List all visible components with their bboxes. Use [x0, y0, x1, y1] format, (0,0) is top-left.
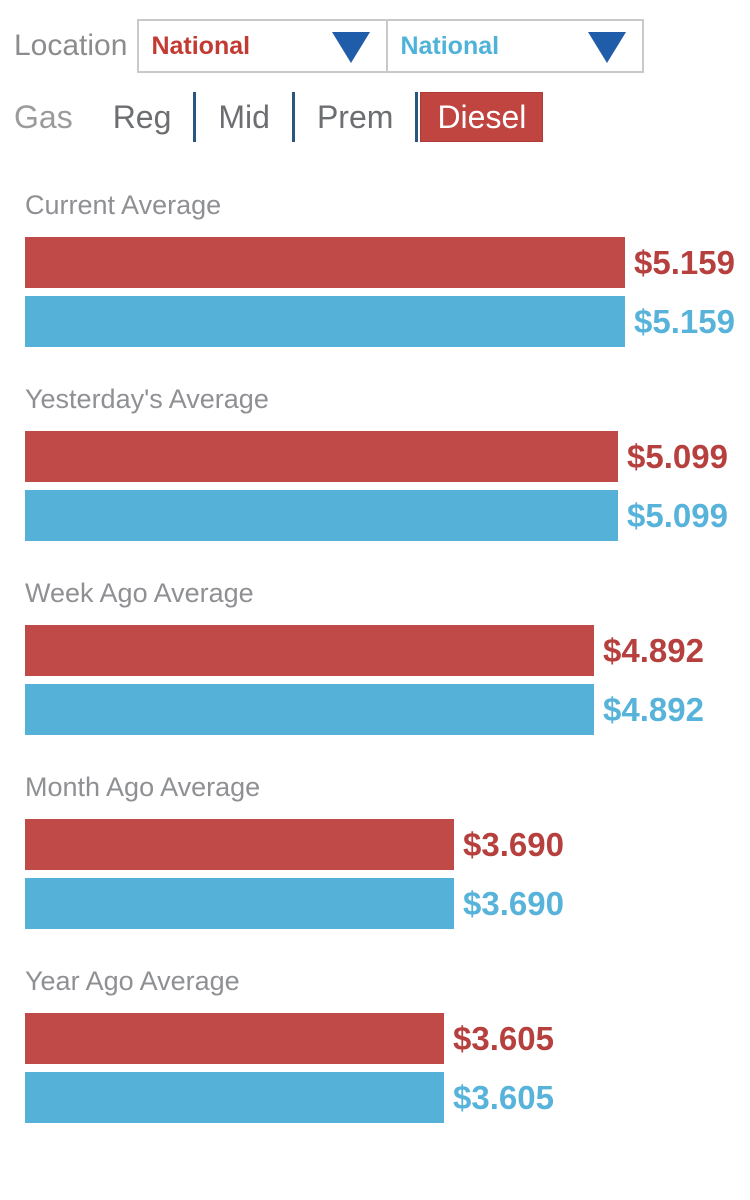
section-title: Week Ago Average: [25, 578, 254, 608]
fuel-label: Gas: [14, 98, 73, 135]
price-value-label: $5.099: [627, 496, 728, 534]
bar-row: $3.690: [25, 878, 750, 929]
price-value-label: $5.159: [634, 243, 735, 281]
fuel-tab-label: Reg: [112, 98, 172, 135]
section-title: Year Ago Average: [25, 966, 240, 996]
fuel-tabs: Reg Mid Prem Diesel: [113, 92, 544, 142]
price-value-label: $4.892: [603, 631, 704, 669]
price-sections: Current Average $5.159 $5.159 Yesterday's A…: [0, 190, 750, 1123]
price-value-label: $3.690: [463, 884, 564, 922]
price-bar-red: [25, 431, 618, 482]
fuel-tab-label: Diesel: [437, 98, 527, 135]
location-dropdown-primary-value: National: [151, 31, 251, 60]
bar-row: $5.099: [25, 431, 750, 482]
price-bar-blue: [25, 878, 454, 929]
location-dropdown-secondary-value: National: [400, 31, 500, 60]
fuel-tab-diesel[interactable]: Diesel: [420, 92, 544, 142]
location-label: Location: [14, 29, 128, 62]
fuel-tab-mid[interactable]: Mid: [196, 92, 292, 142]
price-value-label: $5.159: [634, 302, 735, 340]
price-bar-red: [25, 819, 454, 870]
fuel-type-row: Gas Reg Mid Prem Diesel: [0, 92, 750, 142]
tab-divider: [415, 92, 419, 142]
price-value-label: $4.892: [603, 690, 704, 728]
price-bar-red: [25, 237, 625, 288]
location-row: Location National National: [0, 0, 750, 73]
section-title: Current Average: [25, 190, 222, 220]
location-dropdown-primary[interactable]: National: [137, 19, 389, 73]
tab-divider: [291, 92, 295, 142]
section-title: Month Ago Average: [25, 772, 261, 802]
price-bar-blue: [25, 490, 618, 541]
price-value-label: $3.690: [463, 825, 564, 863]
fuel-tab-label: Mid: [218, 98, 270, 135]
bar-row: $5.159: [25, 296, 750, 347]
price-value-label: $3.605: [453, 1019, 554, 1057]
price-value-label: $3.605: [453, 1078, 554, 1116]
fuel-tab-reg[interactable]: Reg: [113, 92, 194, 142]
price-section: Current Average $5.159 $5.159: [25, 190, 750, 347]
price-bar-red: [25, 1013, 444, 1064]
bar-row: $4.892: [25, 684, 750, 735]
dropdown-arrow-icon: [332, 32, 371, 63]
price-bar-blue: [25, 1072, 444, 1123]
price-section: Year Ago Average $3.605 $3.605: [25, 966, 750, 1123]
price-section: Yesterday's Average $5.099 $5.099: [25, 384, 750, 541]
tab-divider: [193, 92, 197, 142]
price-section: Week Ago Average $4.892 $4.892: [25, 578, 750, 735]
price-bar-blue: [25, 684, 594, 735]
fuel-tab-prem[interactable]: Prem: [295, 92, 415, 142]
price-section: Month Ago Average $3.690 $3.690: [25, 772, 750, 929]
bar-row: $5.159: [25, 237, 750, 288]
price-bar-blue: [25, 296, 625, 347]
bar-row: $3.690: [25, 819, 750, 870]
location-dropdown-secondary[interactable]: National: [386, 19, 645, 73]
bar-row: $4.892: [25, 625, 750, 676]
section-title: Yesterday's Average: [25, 384, 269, 414]
bar-row: $3.605: [25, 1013, 750, 1064]
price-bar-red: [25, 625, 594, 676]
price-value-label: $5.099: [627, 437, 728, 475]
fuel-tab-label: Prem: [316, 98, 394, 135]
dropdown-arrow-icon: [588, 32, 627, 63]
bar-row: $3.605: [25, 1072, 750, 1123]
bar-row: $5.099: [25, 490, 750, 541]
